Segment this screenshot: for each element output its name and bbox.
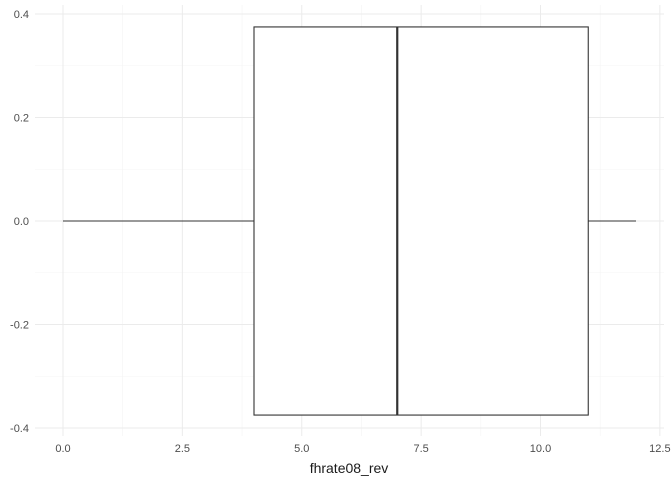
y-tick-label: 0.2 [14,113,29,125]
x-axis-title: fhrate08_rev [310,460,389,476]
y-tick-label: 0.0 [14,216,29,228]
box-iqr [253,26,589,416]
x-tick-label: 2.5 [175,443,190,455]
x-tick-label: 7.5 [413,443,428,455]
x-tick-label: 0.0 [55,443,70,455]
x-tick-label: 12.5 [649,443,670,455]
x-tick-label: 5.0 [294,443,309,455]
x-axis-tick-labels: 0.0 2.5 5.0 7.5 10.0 12.5 [55,443,670,455]
y-axis-tick-labels: 0.4 0.2 0.0 -0.2 -0.4 [10,9,29,435]
y-tick-label: 0.4 [14,9,29,21]
y-tick-label: -0.2 [10,320,29,332]
boxplot-marks [63,26,636,416]
y-tick-label: -0.4 [10,423,29,435]
x-tick-label: 10.0 [530,443,551,455]
